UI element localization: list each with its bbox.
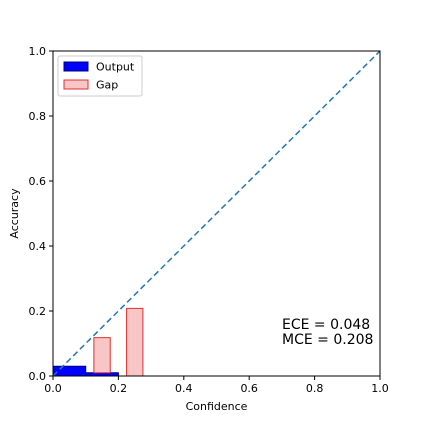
legend-swatch-gap	[63, 79, 89, 90]
y-axis-ticks: 0.0 0.2 0.4 0.6 0.8 1.0	[29, 45, 53, 383]
mce-annotation: MCE = 0.208	[282, 332, 373, 348]
x-tick-label: 0.4	[175, 382, 193, 395]
y-tick-label: 0.0	[29, 370, 47, 383]
y-tick-label: 0.8	[29, 110, 47, 123]
gap-bars	[93, 307, 144, 377]
x-tick-label: 0.0	[44, 382, 62, 395]
perfect-calibration-line	[52, 50, 381, 377]
legend-entry-gap: Gap	[96, 79, 118, 92]
y-tick-label: 1.0	[29, 45, 47, 58]
x-tick-label: 1.0	[371, 382, 389, 395]
legend-swatch-output	[63, 61, 89, 72]
x-axis-label: Confidence	[186, 400, 248, 413]
x-tick-label: 0.8	[306, 382, 324, 395]
y-tick-label: 0.6	[29, 175, 47, 188]
y-tick-label: 0.4	[29, 240, 47, 253]
y-axis-label: Accuracy	[8, 188, 21, 239]
legend: Output Gap	[57, 55, 143, 97]
gap-bar-0	[93, 337, 111, 374]
x-tick-label: 0.2	[110, 382, 128, 395]
x-tick-label: 0.6	[240, 382, 258, 395]
plot-frame	[52, 50, 381, 377]
ece-annotation: ECE = 0.048	[282, 317, 370, 333]
x-axis-ticks: 0.0 0.2 0.4 0.6 0.8 1.0	[44, 376, 389, 395]
y-tick-label: 0.2	[29, 305, 47, 318]
gap-bar-1	[126, 307, 144, 377]
legend-entry-output: Output	[96, 61, 135, 74]
